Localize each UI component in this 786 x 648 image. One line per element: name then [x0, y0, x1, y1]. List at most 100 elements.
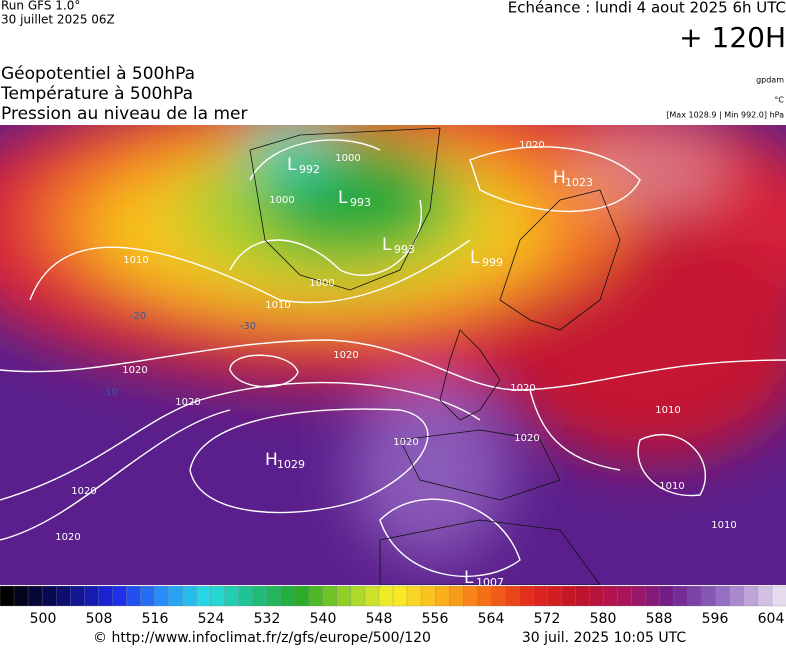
colorbar-swatch [55, 585, 71, 607]
colorbar-label: 524 [198, 611, 225, 627]
center-value: 1023 [565, 176, 593, 189]
colorbar-swatch [112, 585, 127, 607]
colorbar-swatch [196, 585, 212, 607]
colorbar-swatch [392, 585, 408, 607]
colorbar-swatch [238, 585, 254, 607]
center-type: L [382, 235, 392, 255]
isobar-label: 1020 [122, 365, 147, 376]
colorbar-swatch [434, 585, 450, 607]
colorbar-label: 516 [142, 611, 169, 627]
isobar-label: 1010 [655, 405, 680, 416]
center-value: 993 [394, 243, 415, 256]
colorbar-label: 532 [254, 611, 281, 627]
colorbar-swatch [364, 585, 380, 607]
colorbar-swatch [350, 585, 366, 607]
colorbar-swatch [210, 585, 226, 607]
colorbar-swatch [27, 585, 43, 607]
center-type: H [553, 168, 566, 188]
colorbar-swatch [673, 585, 689, 607]
colorbar-swatch [0, 585, 15, 607]
colorbar-swatch [420, 585, 436, 607]
isobar-label: 1020 [71, 486, 96, 497]
colorbar-swatch [701, 585, 717, 607]
valid-time: Echéance : lundi 4 aout 2025 6h UTC [508, 0, 786, 17]
colorbar-label: 588 [646, 611, 673, 627]
colorbar-label: 604 [758, 611, 785, 627]
colorbar-swatch [603, 585, 619, 607]
isobar-label: 1010 [711, 520, 736, 531]
colorbar-label: 548 [366, 611, 393, 627]
colorbar-swatch [729, 585, 745, 607]
colorbar-swatch [743, 585, 759, 607]
run: Run GFS 1.0° [1, 0, 80, 13]
isobar-label: 1010 [265, 300, 290, 311]
colorbar-label: 556 [422, 611, 449, 627]
isobar-label: 1020 [55, 532, 80, 543]
colorbar-swatch [491, 585, 506, 607]
colorbar-swatch [547, 585, 563, 607]
colorbar-swatch [519, 585, 535, 607]
colorbar-swatch [322, 585, 338, 607]
colorbar-swatch [757, 585, 773, 607]
colorbar-swatch [477, 585, 492, 607]
colorbar-swatch [631, 585, 647, 607]
colorbar-swatch [84, 585, 99, 607]
colorbar-swatch [252, 585, 268, 607]
colorbar-swatch [378, 585, 394, 607]
isobar-label: 1020 [393, 437, 418, 448]
colorbar-swatch [645, 585, 661, 607]
isobar-label: 1000 [269, 195, 294, 206]
center-type: L [287, 155, 297, 175]
colorbar-swatch [589, 585, 605, 607]
colorbar-swatch [140, 585, 156, 607]
colorbar-swatch [280, 585, 296, 607]
isobar-label: 1000 [309, 278, 334, 289]
colorbar-swatch [224, 585, 240, 607]
isobar-label: 1010 [123, 255, 148, 266]
colorbar-swatch [294, 585, 310, 607]
center-type: H [265, 450, 278, 470]
colorbar-swatch [266, 585, 282, 607]
title: Température à 500hPa [0, 84, 193, 104]
colorbar-swatch [715, 585, 731, 607]
unit: gpdam [756, 76, 784, 85]
colorbar-swatch [575, 585, 591, 607]
colorbar-swatch [448, 585, 464, 607]
temperature-label: -10 [102, 387, 118, 398]
isobar-label: 1020 [510, 383, 535, 394]
colorbar-swatch [533, 585, 549, 607]
colorbar-swatch [308, 585, 324, 607]
colorbar-swatch [168, 585, 184, 607]
pressure-range: [Max 1028.9 | Min 992.0] hPa [666, 111, 784, 120]
center-type: L [338, 188, 348, 208]
temperature-label: -20 [130, 311, 146, 322]
colorbar-swatch [98, 585, 113, 607]
colorbar-swatch [561, 585, 577, 607]
isobar-label: 1020 [519, 140, 544, 151]
colorbar-swatch [771, 585, 786, 607]
colorbar-label: 596 [702, 611, 729, 627]
center-value: 992 [299, 163, 320, 176]
colorbar-swatch [659, 585, 675, 607]
colorbar-swatch [154, 585, 170, 607]
colorbar-swatch [505, 585, 520, 607]
source: © http://www.infoclimat.fr/z/gfs/europe/… [93, 630, 431, 646]
colorbar-swatch [126, 585, 142, 607]
colorbar-swatch [617, 585, 633, 607]
colorbar-swatch [463, 585, 478, 607]
center-value: 993 [350, 196, 371, 209]
colorbar-label: 540 [310, 611, 337, 627]
run-date: 30 juillet 2025 06Z [1, 13, 115, 27]
center-value: 999 [482, 256, 503, 269]
colorbar-label: 564 [478, 611, 505, 627]
temperature-label: -30 [240, 321, 256, 332]
isobar-label: 1020 [333, 350, 358, 361]
lead-time: + 120H [679, 21, 786, 54]
colorbar-swatch [70, 585, 85, 607]
colorbar [0, 585, 786, 607]
title: Pression au niveau de la mer [1, 104, 247, 124]
colorbar-swatch [336, 585, 352, 607]
center-value: 1007 [476, 576, 504, 589]
colorbar-swatch [41, 585, 57, 607]
colorbar-label: 572 [534, 611, 561, 627]
